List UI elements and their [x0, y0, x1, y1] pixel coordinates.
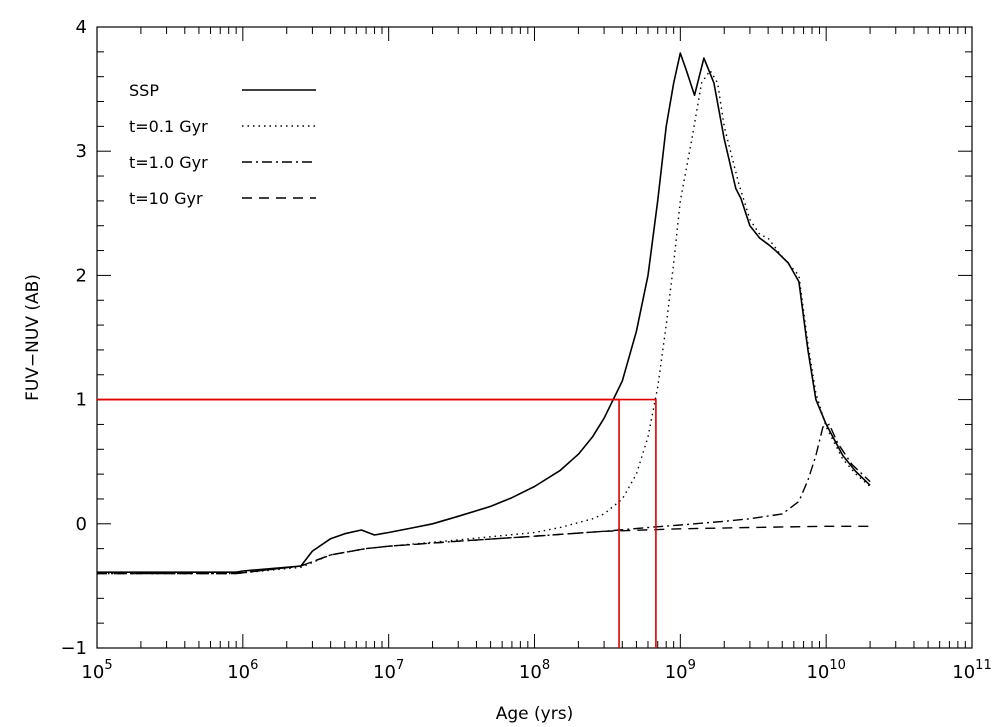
y-tick-label: 3: [76, 141, 87, 162]
x-axis-label: Age (yrs): [496, 704, 573, 724]
y-axis-label: FUV−NUV (AB): [23, 274, 43, 401]
x-tick-label: 107: [373, 658, 404, 683]
x-tick-label: 105: [81, 658, 112, 683]
x-tick-label: 108: [519, 658, 550, 683]
series-line-t-0-1-gyr: [97, 69, 871, 575]
x-tick-label: 106: [227, 658, 258, 683]
y-tick-label: 0: [76, 514, 87, 535]
axis-ticks: [96, 26, 973, 649]
series-layer: [97, 52, 871, 575]
plot-frame: [96, 26, 973, 649]
reference-lines: [97, 398, 657, 648]
x-tick-label: 1011: [952, 658, 991, 683]
age-marker-t01: [97, 398, 657, 648]
y-tick-label: 4: [76, 17, 87, 38]
tick-labels: 105 106 107 108 109 1010 1011 −1 0 1 2 3 4: [60, 17, 991, 683]
series-line-ssp: [97, 52, 871, 573]
legend-label: t=1.0 Gyr: [129, 153, 208, 172]
y-tick-label: 2: [76, 265, 87, 286]
legend-label: SSP: [129, 81, 159, 100]
legend: SSP t=0.1 Gyr t=1.0 Gyr t=10 Gyr: [129, 81, 316, 208]
y-tick-label: −1: [60, 638, 87, 659]
y-tick-label: 1: [76, 390, 87, 411]
legend-label: t=0.1 Gyr: [129, 117, 208, 136]
age-marker-ssp: [97, 398, 620, 648]
series-line-t-10-gyr: [97, 525, 871, 575]
plot-border: [96, 26, 973, 649]
series-line-t-1-0-gyr: [97, 423, 871, 575]
x-tick-label: 109: [665, 658, 696, 683]
legend-label: t=10 Gyr: [129, 189, 203, 208]
x-tick-label: 1010: [806, 658, 845, 683]
